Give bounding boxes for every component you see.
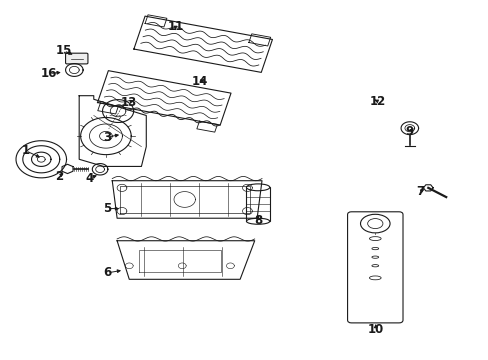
- Text: 7: 7: [416, 185, 424, 198]
- Text: 8: 8: [253, 213, 262, 226]
- Text: 5: 5: [103, 202, 111, 215]
- Text: 3: 3: [103, 131, 111, 144]
- Text: 12: 12: [369, 95, 386, 108]
- Ellipse shape: [367, 219, 382, 229]
- Text: 13: 13: [121, 96, 137, 109]
- FancyBboxPatch shape: [347, 212, 402, 323]
- Text: 2: 2: [55, 170, 62, 183]
- Text: 1: 1: [21, 144, 30, 157]
- Text: 11: 11: [167, 20, 183, 33]
- Text: 6: 6: [103, 266, 111, 279]
- Bar: [246, 187, 269, 221]
- Text: 4: 4: [85, 172, 94, 185]
- Ellipse shape: [246, 184, 269, 191]
- Text: 14: 14: [191, 75, 207, 88]
- Ellipse shape: [246, 218, 269, 224]
- Text: 9: 9: [405, 125, 413, 138]
- Ellipse shape: [360, 214, 389, 233]
- Text: 15: 15: [55, 44, 72, 57]
- FancyBboxPatch shape: [65, 53, 88, 64]
- Text: 16: 16: [41, 67, 57, 80]
- Text: 10: 10: [367, 323, 383, 336]
